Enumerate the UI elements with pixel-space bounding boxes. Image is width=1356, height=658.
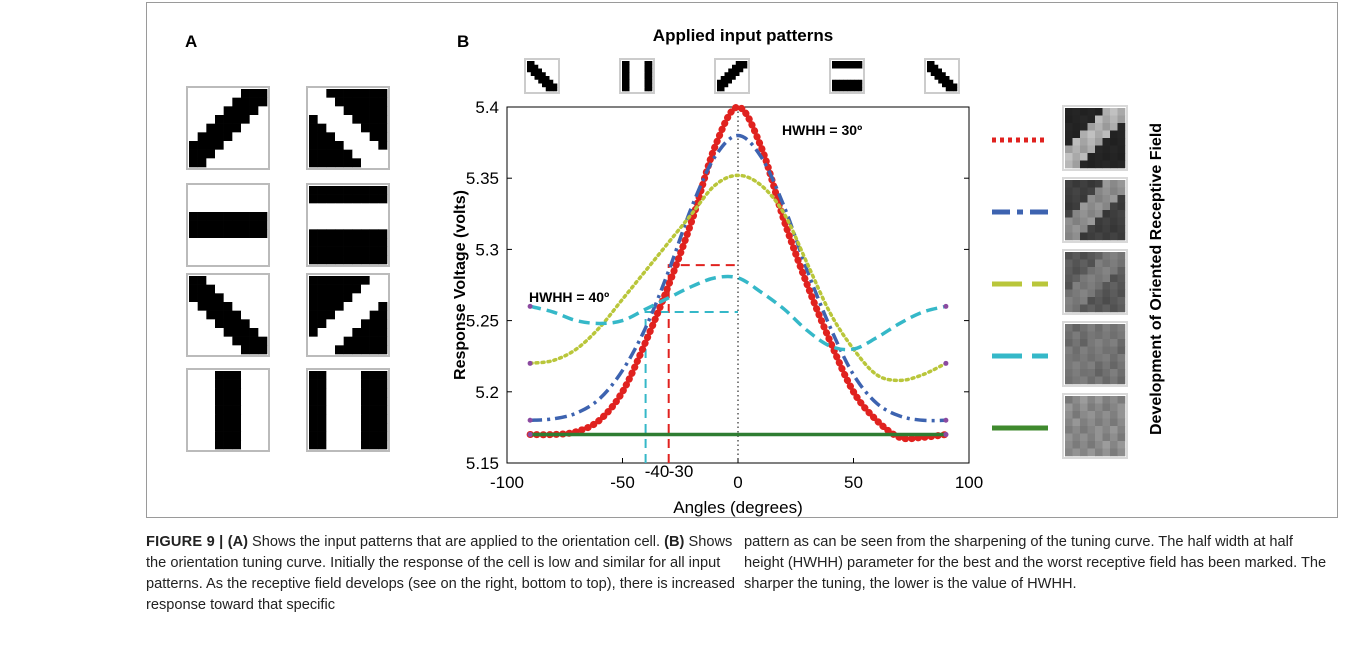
hwhh-reference-lines: [644, 107, 739, 463]
receptive-field-thumbnail-2: [1062, 177, 1128, 243]
series-endpoint: [943, 303, 949, 309]
x-tick-label: -100: [490, 473, 524, 492]
y-axis-label: Response Voltage (volts): [452, 190, 469, 380]
patterns-title: Applied input patterns: [653, 26, 833, 45]
y-tick-label: 5.3: [475, 240, 499, 259]
x-axis-label: Angles (degrees): [673, 498, 802, 517]
legend: [992, 105, 1128, 459]
mark-minus-40: -40: [645, 462, 670, 481]
figure-canvas: A B Applied input patterns -100 -50 0 50 100…: [185, 26, 1165, 517]
panel-a-label: A: [185, 32, 197, 51]
panel-b-label: B: [457, 32, 469, 51]
caption-text-right: pattern as can be seen from the sharpeni…: [744, 534, 1327, 592]
series-endpoint: [943, 360, 949, 366]
applied-pattern-4: [829, 58, 865, 94]
figure-frame: A B Applied input patterns -100 -50 0 50 100…: [146, 2, 1338, 518]
pattern-a-right-3: [306, 273, 390, 357]
caption-text-b: Shows the orientation tuning curve. Init…: [146, 534, 735, 613]
pattern-a-left-1: [186, 86, 270, 170]
hwhh-best-marker: [667, 264, 738, 463]
applied-pattern-5: [924, 58, 960, 94]
series-endpoint: [527, 432, 533, 438]
hwhh-worst-marker: [644, 311, 738, 463]
tuning-curve-plot: -100 -50 0 50 100 5.15 5.2 5.25 5.3 5.35 5.4 HWHH …: [452, 98, 983, 517]
series-layer: [526, 103, 950, 443]
series-endpoint: [943, 432, 949, 438]
pattern-a-right-4: [306, 368, 390, 452]
y-tick-label: 5.4: [475, 98, 499, 117]
caption-text-a: Shows the input patterns that are applie…: [247, 534, 665, 550]
pattern-a-right-1: [306, 86, 390, 170]
caption-left-column: FIGURE 9 | (A) Shows the input patterns …: [146, 532, 736, 616]
applied-pattern-2: [619, 58, 655, 94]
receptive-field-side-label: Development of Oriented Receptive Field: [1148, 123, 1165, 435]
receptive-field-thumbnail-1: [1062, 105, 1128, 171]
hwhh-best-annotation: HWHH = 30º: [782, 122, 862, 138]
series-line-3: [528, 173, 948, 383]
mark-minus-30: -30: [669, 462, 694, 481]
caption-figure-label: FIGURE 9 |: [146, 534, 228, 550]
applied-input-patterns: [524, 58, 960, 94]
caption-part-a: (A): [227, 534, 248, 550]
y-tick-label: 5.35: [466, 169, 499, 188]
y-tick-label: 5.25: [466, 312, 499, 331]
tick-layer: -100 -50 0 50 100 5.15 5.2 5.25 5.3 5.35 5.4: [466, 98, 983, 492]
x-tick-label: 0: [733, 473, 742, 492]
caption-part-b: (B): [664, 534, 685, 550]
caption-right-column: pattern as can be seen from the sharpeni…: [744, 532, 1334, 595]
series-endpoint: [943, 417, 949, 423]
pattern-a-left-2: [186, 183, 270, 267]
series-endpoint: [527, 360, 533, 366]
series-endpoint: [527, 303, 533, 309]
panel-a-patterns: [186, 86, 390, 452]
receptive-field-thumbnail-5: [1062, 393, 1128, 459]
pattern-a-left-3: [186, 273, 270, 357]
series-line-1: [526, 103, 950, 443]
receptive-field-thumbnail-4: [1062, 321, 1128, 387]
x-tick-label: -50: [610, 473, 635, 492]
applied-pattern-1: [524, 58, 560, 94]
series-line-2: [529, 133, 946, 423]
pattern-a-right-2: [306, 183, 390, 267]
pattern-a-left-4: [186, 368, 270, 452]
x-tick-label: 50: [844, 473, 863, 492]
series-line-4: [529, 274, 947, 352]
series-endpoint: [527, 417, 533, 423]
y-tick-label: 5.15: [466, 454, 499, 473]
hwhh-worst-annotation: HWHH = 40º: [529, 289, 609, 305]
receptive-field-thumbnail-3: [1062, 249, 1128, 315]
applied-pattern-3: [714, 58, 750, 94]
x-tick-label: 100: [955, 473, 983, 492]
y-tick-label: 5.2: [475, 383, 499, 402]
